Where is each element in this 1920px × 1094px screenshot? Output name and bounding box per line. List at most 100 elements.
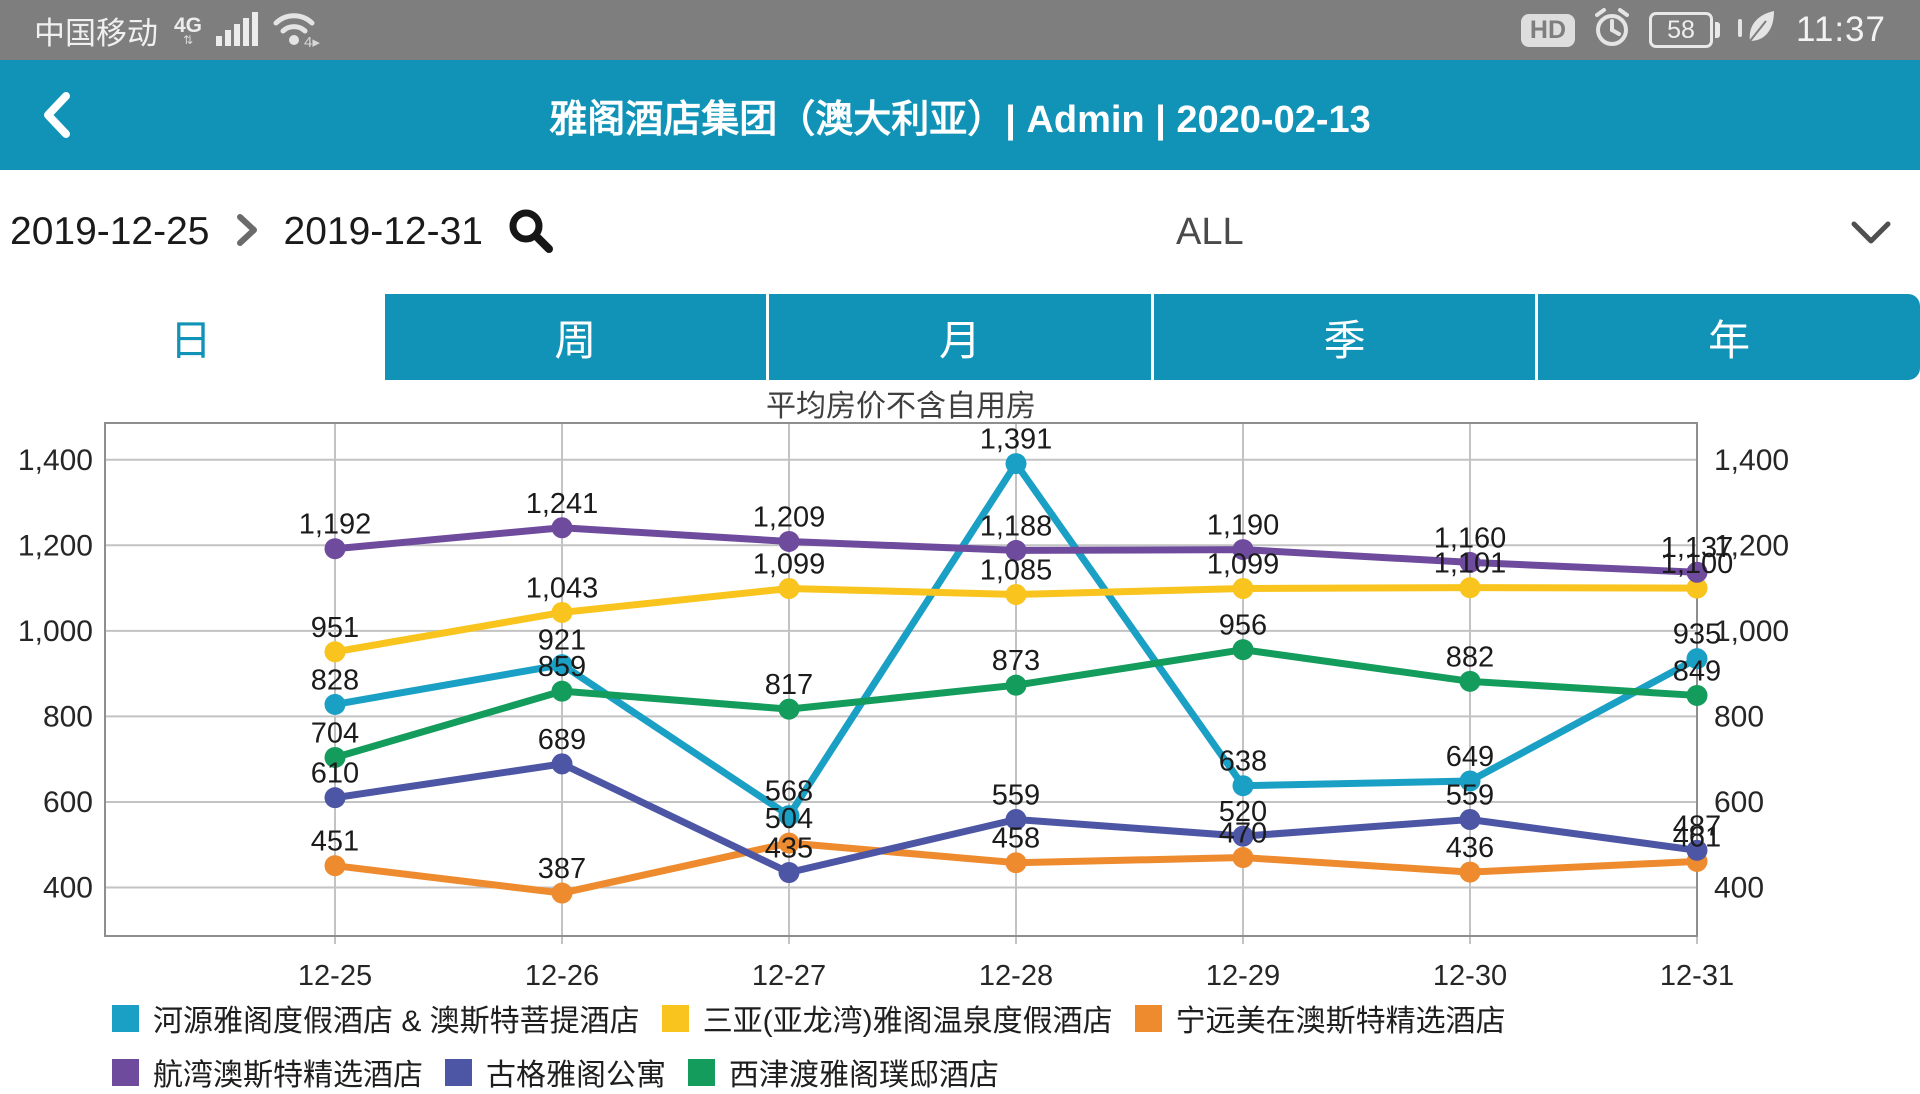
legend-label: 西津渡雅阁璞邸酒店 [729, 1059, 999, 1092]
network-type-indicator: 4G ⇅ [174, 13, 203, 47]
svg-text:12-31: 12-31 [1660, 960, 1734, 992]
battery-indicator: 58 [1649, 12, 1720, 48]
svg-text:1,043: 1,043 [526, 572, 599, 604]
legend-item[interactable]: 航湾澳斯特精选酒店 [112, 1050, 423, 1094]
svg-text:1,200: 1,200 [18, 529, 93, 562]
svg-text:817: 817 [765, 669, 813, 701]
legend-item[interactable]: 宁远美在澳斯特精选酒店 [1134, 996, 1506, 1040]
legend-swatch-icon [661, 1004, 689, 1032]
legend-item[interactable]: 三亚(亚龙湾)雅阁温泉度假酒店 [661, 996, 1113, 1040]
svg-text:638: 638 [1219, 746, 1267, 778]
svg-text:921: 921 [538, 625, 586, 657]
svg-text:951: 951 [311, 612, 359, 644]
svg-text:600: 600 [1714, 786, 1764, 819]
svg-text:461: 461 [1673, 821, 1721, 853]
svg-text:1,190: 1,190 [1207, 510, 1280, 542]
chart-title: 平均房价不含自用房 [766, 390, 1036, 423]
legend-row: 航湾澳斯特精选酒店 古格雅阁公寓 西津渡雅阁璞邸酒店 [112, 1050, 1920, 1094]
svg-text:12-28: 12-28 [979, 960, 1053, 992]
hd-badge: HD [1520, 13, 1575, 47]
svg-text:12-27: 12-27 [752, 960, 826, 992]
page-title: 雅阁酒店集团（澳大利亚）| Admin | 2020-02-13 [549, 98, 1371, 141]
svg-text:1,085: 1,085 [980, 554, 1053, 586]
svg-text:568: 568 [765, 776, 813, 808]
svg-text:704: 704 [311, 717, 359, 749]
svg-text:435: 435 [765, 833, 813, 865]
legend-label: 古格雅阁公寓 [486, 1059, 666, 1092]
svg-text:520: 520 [1219, 796, 1267, 828]
svg-text:1,099: 1,099 [1207, 549, 1280, 581]
period-tab-bar: 日 周 月 季 年 [0, 294, 1920, 380]
app-header: 雅阁酒店集团（澳大利亚）| Admin | 2020-02-13 [0, 60, 1920, 170]
svg-text:873: 873 [992, 645, 1040, 677]
svg-text:387: 387 [538, 853, 586, 885]
svg-text:849: 849 [1673, 655, 1721, 687]
date-range-arrow-icon [234, 210, 260, 255]
svg-text:1,160: 1,160 [1434, 522, 1507, 554]
legend-swatch-icon [1134, 1004, 1162, 1032]
status-bar: 中国移动 4G ⇅ 4▸ HD [0, 0, 1920, 60]
svg-text:1,101: 1,101 [1434, 548, 1507, 580]
tab-quarter[interactable]: 季 [1150, 294, 1536, 380]
svg-text:458: 458 [992, 823, 1040, 855]
data-activity-arrows-icon: ⇅ [182, 32, 194, 47]
back-button[interactable] [40, 90, 74, 140]
svg-text:504: 504 [765, 803, 813, 835]
svg-text:487: 487 [1673, 810, 1721, 842]
svg-text:1,100: 1,100 [1661, 548, 1734, 580]
chevron-down-icon[interactable] [1850, 220, 1892, 251]
svg-text:12-25: 12-25 [298, 960, 372, 992]
svg-text:1,200: 1,200 [1714, 529, 1789, 562]
tab-week[interactable]: 周 [381, 294, 767, 380]
svg-text:1,099: 1,099 [753, 549, 826, 581]
svg-text:689: 689 [538, 724, 586, 756]
svg-text:1,400: 1,400 [18, 444, 93, 477]
svg-text:1,137: 1,137 [1661, 532, 1734, 564]
svg-text:649: 649 [1446, 741, 1494, 773]
tab-month[interactable]: 月 [766, 294, 1151, 380]
legend-label: 三亚(亚龙湾)雅阁温泉度假酒店 [702, 1005, 1113, 1038]
svg-text:470: 470 [1219, 818, 1267, 850]
filter-row: 2019-12-25 2019-12-31 ALL [0, 170, 1920, 294]
wifi-icon: 4▸ [270, 7, 326, 54]
search-icon[interactable] [507, 207, 553, 258]
tab-year[interactable]: 年 [1535, 294, 1920, 380]
signal-bars-icon [214, 8, 259, 53]
svg-text:559: 559 [992, 779, 1040, 811]
svg-text:1,000: 1,000 [1714, 615, 1789, 648]
svg-text:400: 400 [1714, 872, 1764, 905]
svg-text:451: 451 [311, 826, 359, 858]
legend-row: 河源雅阁度假酒店 & 澳斯特菩提酒店 三亚(亚龙湾)雅阁温泉度假酒店 宁远美在澳斯特… [112, 996, 1920, 1040]
svg-text:400: 400 [43, 872, 93, 905]
svg-text:12-30: 12-30 [1433, 960, 1507, 992]
svg-text:12-26: 12-26 [525, 960, 599, 992]
legend-item[interactable]: 古格雅阁公寓 [445, 1050, 666, 1094]
svg-text:559: 559 [1446, 779, 1494, 811]
svg-text:600: 600 [43, 786, 93, 819]
chart-legend: 河源雅阁度假酒店 & 澳斯特菩提酒店 三亚(亚龙湾)雅阁温泉度假酒店 宁远美在澳斯特… [112, 996, 1920, 1094]
svg-text:4▸: 4▸ [304, 34, 320, 49]
legend-swatch-icon [445, 1058, 472, 1086]
legend-label: 宁远美在澳斯特精选酒店 [1175, 1005, 1506, 1038]
battery-percent: 58 [1649, 12, 1713, 48]
hotel-scope-select[interactable]: ALL [1176, 210, 1244, 253]
end-date-field[interactable]: 2019-12-31 [283, 210, 484, 253]
legend-item[interactable]: 西津渡雅阁璞邸酒店 [688, 1050, 999, 1094]
carrier-label: 中国移动 [34, 15, 158, 51]
svg-text:1,400: 1,400 [1714, 444, 1789, 477]
svg-text:1,391: 1,391 [980, 424, 1053, 456]
clock-time: 11:37 [1796, 10, 1886, 49]
start-date-field[interactable]: 2019-12-25 [10, 210, 210, 253]
svg-text:436: 436 [1446, 832, 1494, 864]
svg-text:1,188: 1,188 [980, 510, 1053, 542]
svg-text:1,192: 1,192 [299, 509, 372, 541]
legend-swatch-icon [112, 1004, 139, 1032]
svg-text:882: 882 [1446, 641, 1494, 673]
svg-text:610: 610 [311, 758, 359, 790]
legend-item[interactable]: 河源雅阁度假酒店 & 澳斯特菩提酒店 [112, 996, 640, 1040]
svg-text:828: 828 [311, 664, 359, 696]
tab-day[interactable]: 日 [0, 294, 382, 380]
svg-text:956: 956 [1219, 610, 1267, 642]
power-save-leaf-icon [1736, 9, 1780, 52]
